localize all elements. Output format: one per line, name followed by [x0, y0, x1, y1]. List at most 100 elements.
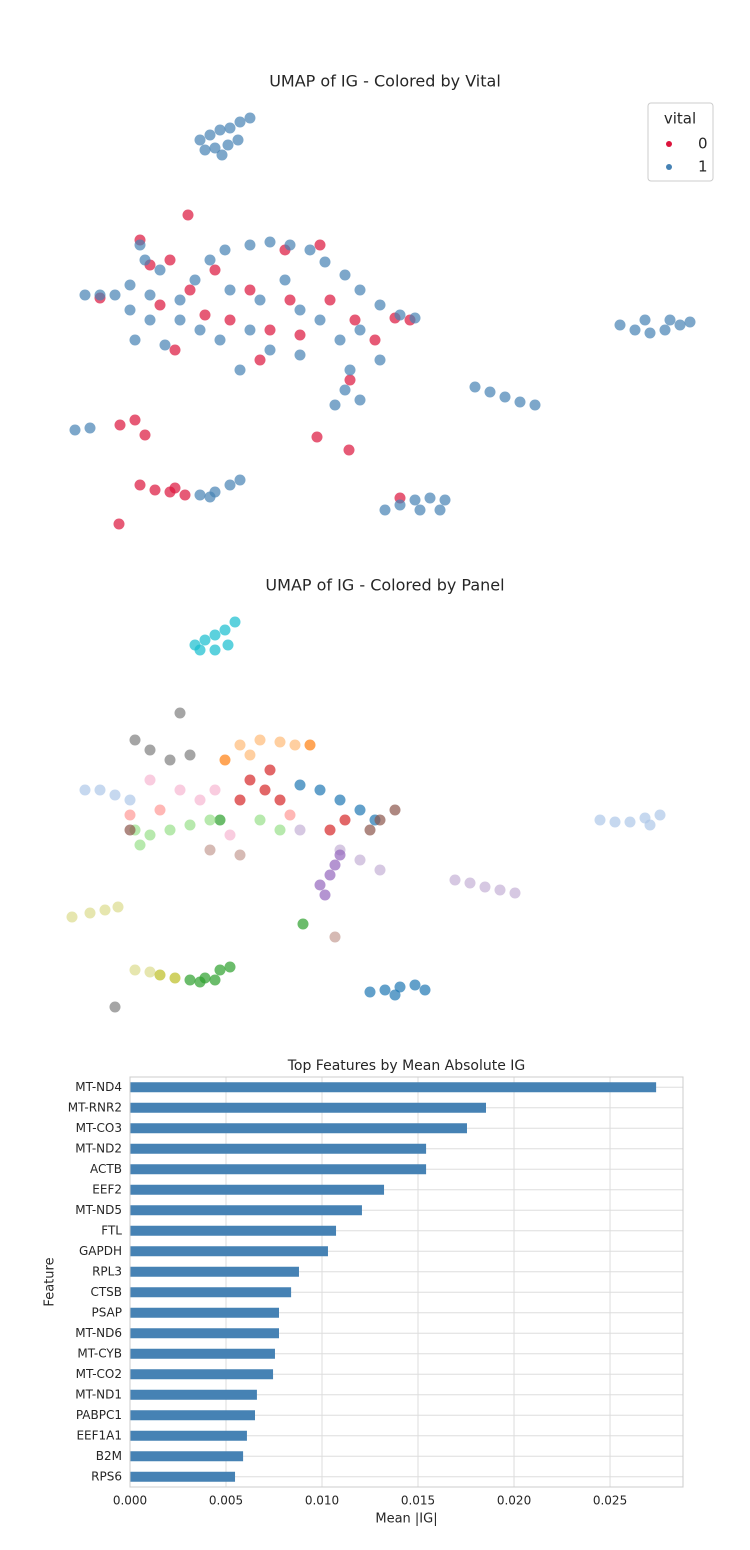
- bar: [130, 1205, 362, 1216]
- point: [319, 889, 331, 901]
- point: [204, 814, 216, 826]
- point: [469, 381, 481, 393]
- point: [144, 744, 156, 756]
- point: [234, 739, 246, 751]
- point: [334, 334, 346, 346]
- point: [349, 314, 361, 326]
- point: [234, 474, 246, 486]
- point: [294, 329, 306, 341]
- chart-title: UMAP of IG - Colored by Vital: [269, 72, 501, 91]
- point: [174, 314, 186, 326]
- point: [79, 784, 91, 796]
- point: [639, 314, 651, 326]
- point: [244, 239, 256, 251]
- y-tick-label: PABPC1: [76, 1408, 122, 1422]
- point: [194, 644, 206, 656]
- point: [154, 969, 166, 981]
- point: [644, 327, 656, 339]
- bar: [130, 1451, 244, 1462]
- point: [629, 324, 641, 336]
- point: [314, 239, 326, 251]
- point: [134, 479, 146, 491]
- point: [394, 309, 406, 321]
- point: [499, 391, 511, 403]
- point: [624, 816, 636, 828]
- y-tick-label: MT-ND6: [75, 1326, 122, 1340]
- point: [154, 299, 166, 311]
- point: [94, 289, 106, 301]
- point: [204, 254, 216, 266]
- point: [234, 794, 246, 806]
- bar: [130, 1410, 256, 1421]
- point: [414, 504, 426, 516]
- point: [184, 284, 196, 296]
- bar: [130, 1471, 236, 1482]
- point: [164, 824, 176, 836]
- point: [224, 829, 236, 841]
- bar: [130, 1389, 257, 1400]
- point: [311, 431, 323, 443]
- point: [279, 274, 291, 286]
- point: [139, 254, 151, 266]
- point: [219, 244, 231, 256]
- x-tick-label: 0.000: [113, 1494, 147, 1508]
- point: [214, 334, 226, 346]
- bar: [130, 1348, 275, 1359]
- point: [209, 629, 221, 641]
- point: [194, 794, 206, 806]
- point: [364, 824, 376, 836]
- point: [324, 294, 336, 306]
- point: [174, 784, 186, 796]
- point: [169, 972, 181, 984]
- point: [364, 986, 376, 998]
- chart-title: UMAP of IG - Colored by Panel: [265, 576, 504, 595]
- point: [209, 264, 221, 276]
- point: [169, 482, 181, 494]
- point: [164, 754, 176, 766]
- bar: [130, 1102, 486, 1113]
- point: [144, 314, 156, 326]
- point: [343, 444, 355, 456]
- point: [164, 254, 176, 266]
- point: [254, 354, 266, 366]
- point: [222, 639, 234, 651]
- point: [199, 144, 211, 156]
- point: [144, 829, 156, 841]
- point: [179, 489, 191, 501]
- y-tick-label: RPS6: [91, 1469, 122, 1483]
- point: [374, 864, 386, 876]
- point: [509, 887, 521, 899]
- point: [234, 116, 246, 128]
- point: [112, 901, 124, 913]
- y-tick-label: B2M: [96, 1449, 122, 1463]
- point: [129, 334, 141, 346]
- point: [99, 904, 111, 916]
- point: [224, 479, 236, 491]
- point: [339, 384, 351, 396]
- point: [184, 749, 196, 761]
- y-tick-label: EEF1A1: [76, 1428, 122, 1442]
- y-tick-label: MT-ND2: [75, 1141, 122, 1155]
- point: [659, 324, 671, 336]
- point: [224, 961, 236, 973]
- point: [199, 634, 211, 646]
- point: [79, 289, 91, 301]
- y-axis-label: Feature: [43, 1257, 58, 1306]
- point: [129, 734, 141, 746]
- point: [379, 504, 391, 516]
- x-tick-label: 0.015: [401, 1494, 435, 1508]
- point: [294, 779, 306, 791]
- point: [329, 399, 341, 411]
- point: [654, 809, 666, 821]
- point: [264, 764, 276, 776]
- point: [394, 981, 406, 993]
- point: [109, 789, 121, 801]
- y-tick-label: MT-ND5: [75, 1203, 122, 1217]
- point: [354, 284, 366, 296]
- x-axis-label: Mean |IG|: [375, 1512, 437, 1527]
- point: [254, 814, 266, 826]
- point: [369, 334, 381, 346]
- x-tick-label: 0.020: [497, 1494, 531, 1508]
